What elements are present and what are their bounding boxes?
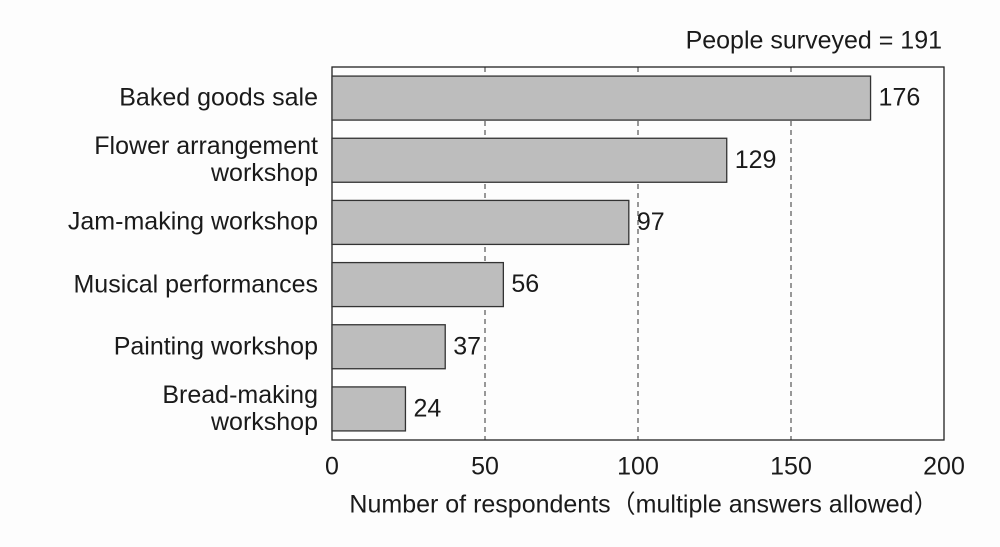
value-label: 24 (413, 395, 441, 423)
y-tick-label: Bread-making workshop (162, 380, 318, 436)
bar (331, 137, 728, 183)
x-tick-label: 50 (471, 453, 499, 481)
y-tick-label: Flower arrangement workshop (94, 132, 318, 188)
plot-frame (331, 66, 945, 441)
x-tick-label: 0 (325, 453, 339, 481)
value-label: 129 (735, 146, 777, 174)
value-label: 176 (879, 84, 921, 112)
y-tick-label: Painting workshop (113, 332, 318, 361)
value-label: 97 (637, 208, 665, 236)
bar (331, 261, 505, 308)
x-axis-label: Number of respondents（multiple answers a… (349, 491, 938, 519)
y-tick-label: Musical performances (73, 270, 318, 299)
chart-title: People surveyed = 191 (686, 27, 942, 55)
y-tick-label: Jam-making workshop (67, 207, 318, 236)
bar (331, 75, 872, 121)
x-tick-label: 100 (617, 453, 659, 481)
bar (331, 386, 407, 432)
value-label: 37 (453, 332, 481, 360)
bar (331, 324, 446, 370)
x-tick-label: 150 (770, 453, 812, 481)
value-label: 56 (511, 270, 539, 298)
bar (331, 199, 630, 246)
x-tick-label: 200 (923, 453, 965, 481)
y-tick-label: Baked goods sale (119, 83, 318, 112)
